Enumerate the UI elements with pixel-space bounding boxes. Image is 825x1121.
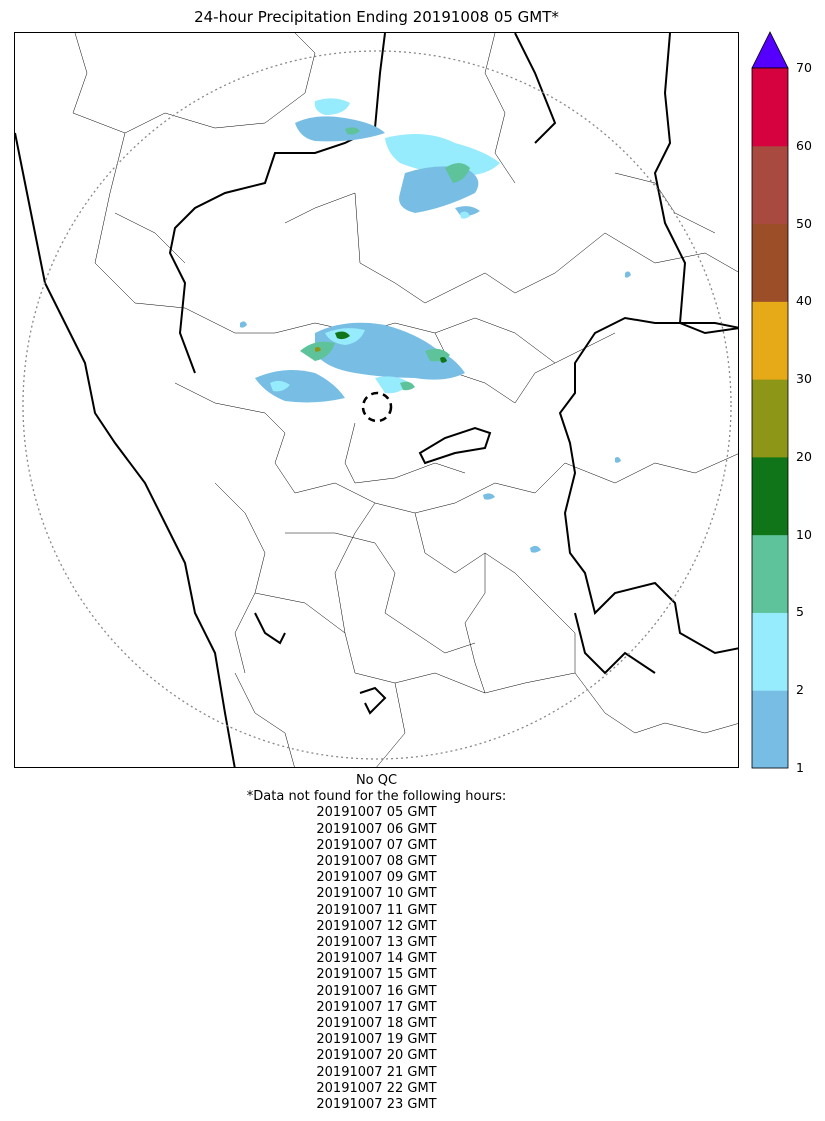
colorbar-segment bbox=[752, 379, 788, 458]
missing-header: *Data not found for the following hours: bbox=[246, 789, 507, 805]
missing-hour: 20191007 08 GMT bbox=[316, 854, 437, 870]
missing-hour: 20191007 20 GMT bbox=[316, 1048, 437, 1064]
colorbar-tick-label: 70 bbox=[796, 60, 812, 75]
colorbar-tick-label: 10 bbox=[796, 526, 812, 542]
colorbar-segments bbox=[752, 68, 788, 769]
missing-hour: 20191007 07 GMT bbox=[316, 837, 437, 853]
colorbar-segment bbox=[752, 612, 788, 691]
precipitation-field bbox=[240, 98, 631, 553]
missing-hour: 20191007 05 GMT bbox=[316, 805, 437, 821]
colorbar-tick-label: 50 bbox=[796, 215, 812, 231]
missing-hours-list: 20191007 05 GMT 20191007 06 GMT 20191007 0… bbox=[14, 805, 739, 1113]
colorbar-segment bbox=[752, 223, 788, 302]
missing-hour: 20191007 21 GMT bbox=[316, 1064, 437, 1080]
colorbar-segment bbox=[752, 68, 788, 147]
missing-hour: 20191007 16 GMT bbox=[316, 983, 437, 999]
missing-hour: 20191007 17 GMT bbox=[316, 999, 437, 1015]
map-canvas bbox=[15, 33, 738, 767]
colorbar-segment bbox=[752, 534, 788, 613]
missing-hour: 20191007 15 GMT bbox=[316, 967, 437, 983]
missing-hour: 20191007 18 GMT bbox=[316, 1016, 437, 1032]
colorbar bbox=[751, 31, 789, 769]
colorbar-tick-label: 20 bbox=[796, 448, 812, 464]
missing-hour: 20191007 12 GMT bbox=[316, 918, 437, 934]
missing-hour: 20191007 09 GMT bbox=[316, 870, 437, 886]
missing-hour: 20191007 06 GMT bbox=[316, 821, 437, 837]
colorbar-segment bbox=[752, 301, 788, 380]
colorbar-segment bbox=[752, 690, 788, 769]
missing-hour: 20191007 14 GMT bbox=[316, 951, 437, 967]
colorbar-segment bbox=[752, 456, 788, 536]
map-title: 24-hour Precipitation Ending 20191008 05… bbox=[194, 8, 559, 26]
missing-hour: 20191007 11 GMT bbox=[316, 902, 437, 918]
missing-hour: 20191007 10 GMT bbox=[316, 886, 437, 902]
colorbar-tick-label: 30 bbox=[796, 371, 812, 387]
qc-note: No QC bbox=[355, 773, 398, 788]
notes-block: No QC *Data not found for the following … bbox=[14, 773, 739, 1113]
colorbar-tick-label: 2 bbox=[796, 682, 804, 698]
colorbar-frame bbox=[751, 67, 789, 769]
colorbar-tick-label: 60 bbox=[796, 137, 812, 153]
district-boundaries bbox=[72, 33, 738, 767]
colorbar-tick-label: 1 bbox=[796, 760, 804, 775]
radar-range-ring bbox=[22, 50, 732, 760]
precipitation-map[interactable] bbox=[14, 32, 739, 768]
missing-hour: 20191007 13 GMT bbox=[316, 935, 437, 951]
colorbar-tick-label: 40 bbox=[796, 293, 812, 309]
colorbar-tick-label: 5 bbox=[796, 604, 804, 620]
missing-hour: 20191007 23 GMT bbox=[316, 1097, 437, 1113]
missing-hour: 20191007 19 GMT bbox=[316, 1032, 437, 1048]
missing-hour: 20191007 22 GMT bbox=[316, 1080, 437, 1096]
state-boundaries bbox=[15, 33, 738, 767]
colorbar-segment bbox=[752, 145, 788, 225]
radar-site-marker bbox=[361, 391, 393, 423]
colorbar-extend-triangle bbox=[751, 31, 789, 69]
